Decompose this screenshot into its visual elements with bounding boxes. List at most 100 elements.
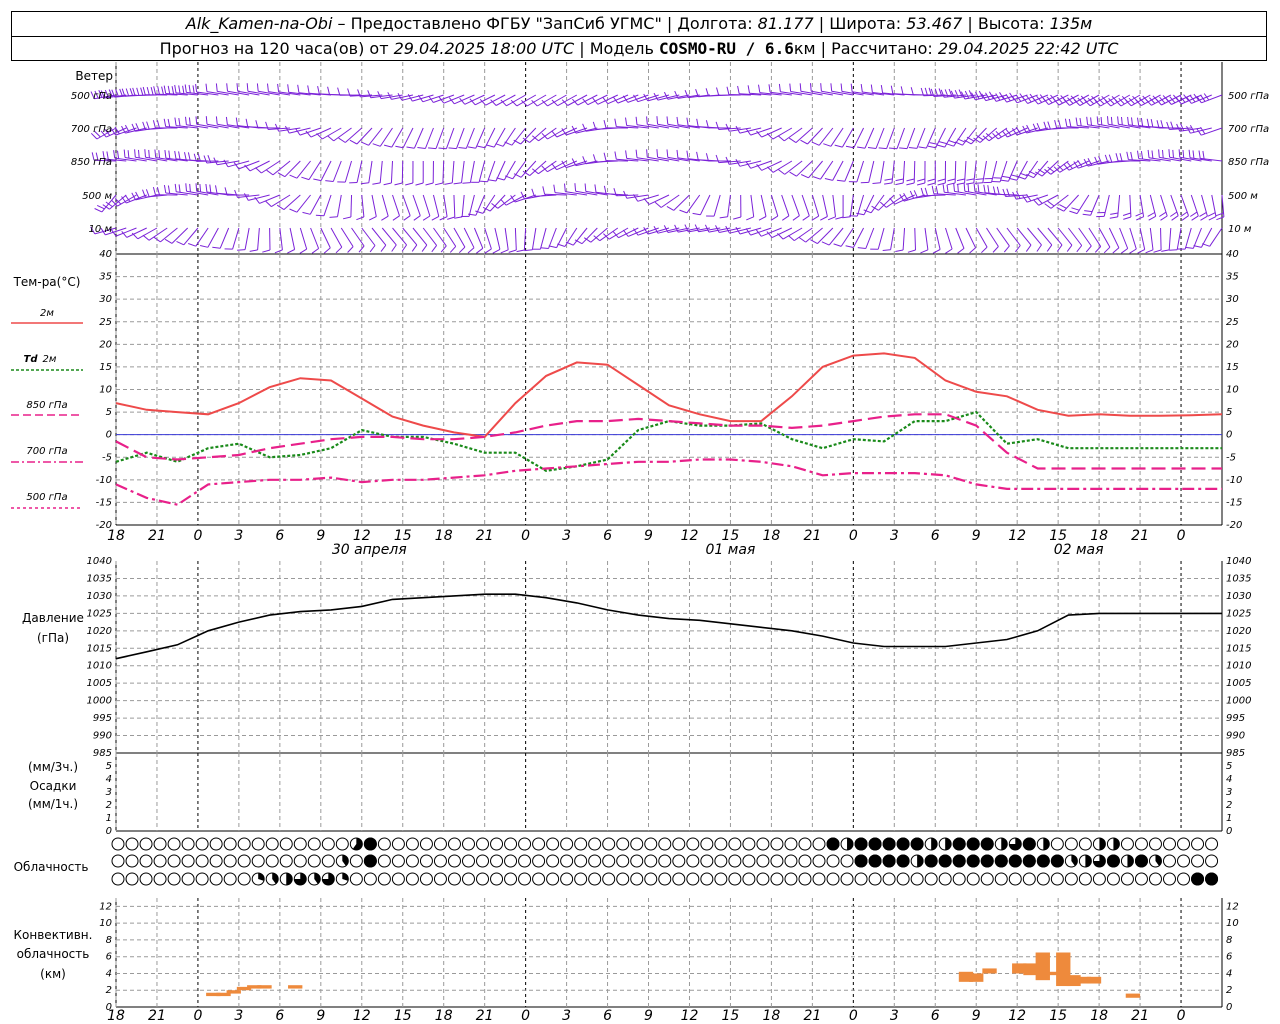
wind-barb-feather [327,86,330,95]
model-name: COSMO-RU / 6.6 [658,39,794,58]
wind-barb-feather [635,149,638,158]
wind-barb-feather [964,139,972,145]
wind-barb-feather [1094,246,1102,253]
wind-barb-feather [686,150,689,159]
wind-barb [862,91,885,96]
wind-barb [841,127,854,148]
wind-barb [853,127,865,148]
cloud-symbol [209,837,223,851]
wind-barb-feather [1109,216,1118,219]
wind-barb-feather [192,85,195,94]
wind-barb-feather [1145,249,1154,254]
wind-barb-feather [265,121,269,130]
wind-barb [148,227,168,241]
conv-bar [958,971,974,982]
wind-barb-feather [94,90,99,99]
wind-barb [739,160,762,167]
wind-barb [657,94,680,101]
wind-barb-feather [646,149,648,158]
wind-barb-feather [999,92,1005,100]
wind-barb [575,190,598,196]
wind-barb-feather [1196,96,1202,104]
wind-barb-feather [1036,95,1043,103]
cloud-symbol-full [910,837,924,851]
cloud-symbol [686,854,700,868]
wind-barb-feather [787,235,795,241]
wind-barb-feather [110,128,117,136]
cloud-symbol [574,837,588,851]
wind-barb [465,127,475,149]
wind-barb-feather [316,133,323,140]
pressure-tick-label-right: 995 [1226,713,1245,724]
wind-barb [289,127,311,134]
time-tick-label: 0 [193,528,202,544]
cloud-symbol [938,872,952,886]
wind-barb-feather [974,91,980,100]
conv-bar [247,985,262,989]
wind-barb-feather [1064,118,1068,127]
wind-barb [896,127,906,149]
wind-barb-feather [1047,166,1055,173]
cloud-symbol [153,854,167,868]
conv-bar [1066,975,1081,987]
wind-barb [991,160,998,183]
wind-barb [422,94,444,103]
wind-barb [1180,194,1189,216]
wind-barb [1069,94,1090,106]
wind-barb-feather [1131,117,1133,126]
cloud-symbol [1036,872,1050,886]
wind-title: Ветер [75,69,113,83]
wind-barb-feather [161,86,164,95]
wind-barb-feather [1032,97,1039,105]
wind-barb [284,160,301,178]
wind-barb-feather [870,84,873,93]
cloud-symbol-full [1134,854,1148,868]
wind-barb-feather [422,215,431,221]
wind-barb [402,127,414,148]
wind-barb [402,227,418,246]
wind-barb-feather [123,149,126,158]
wind-barb [1160,194,1168,217]
time-tick-label-bottom: 12 [1008,1008,1026,1024]
cloud-symbol [588,837,602,851]
wind-barb-feather [954,141,963,146]
wind-barb-feather [1104,154,1109,163]
wind-barb [1190,194,1199,217]
cloud-symbol [644,854,658,868]
wind-barb-feather [1063,163,1070,171]
wind-barb [322,127,342,140]
cloud-symbol [798,837,812,851]
wind-barb [1149,227,1154,250]
cloud-symbol [447,872,461,886]
wind-barb-feather [614,151,617,160]
wind-barb [875,127,885,149]
wind-barb-feather [602,97,609,105]
pressure-series [115,593,1222,660]
cloud-symbol [756,837,770,851]
cloud-symbol [952,872,966,886]
temp-tick-label-right: 15 [1226,362,1239,373]
wind-barb-feather [215,116,218,125]
cloud-symbol [840,854,854,868]
cloud-symbol-partial [352,837,363,850]
wind-barb-feather [209,184,212,193]
wind-barb-feather [821,241,830,246]
wind-barb-feather [574,239,583,245]
wind-barb-feather [965,182,974,185]
cloud-symbol [616,854,630,868]
wind-barb-feather [1075,117,1078,126]
temp-tick-label: -10 [96,475,112,486]
wind-barb-feather [1203,93,1210,101]
wind-barb-feather [824,178,833,181]
wind-barb [565,160,588,169]
wind-barb [647,156,670,162]
wind-barb-feather [392,215,400,221]
wind-barb-feather [167,118,171,127]
wind-barb-feather [1000,179,1009,182]
wind-barb-feather [1123,216,1132,220]
wind-barb [238,160,260,170]
wind-barb-feather [1160,120,1164,129]
wind-barb-feather [745,128,752,136]
wind-barb-feather [1046,96,1053,104]
wind-barb-feather [967,183,970,192]
